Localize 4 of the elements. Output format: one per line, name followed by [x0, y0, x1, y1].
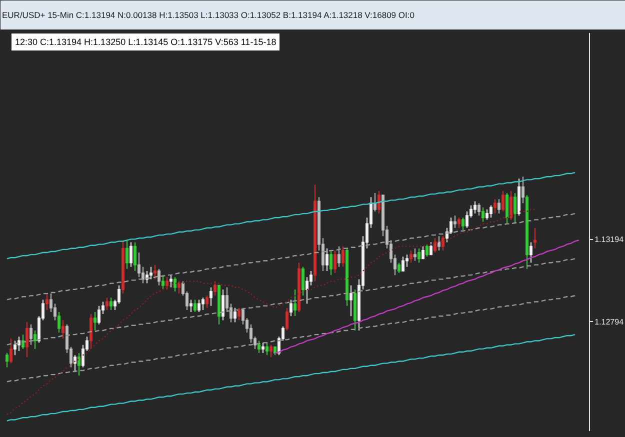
chart-title: EUR/USD+ 15-Min C:1.13194 N:0.00138 H:1.13503 L:1.13033 O:1.13052 B:1.13194 A:1.13218 V:16809 OI:0	[2, 10, 415, 20]
chart-subtitle: 12:30 C:1.13194 H:1.13250 L:1.13145 O:1.13175 V:563 11-15-18	[15, 37, 276, 47]
y-tick-label: 1.12794	[594, 317, 624, 326]
y-tick-label: 1.13194	[594, 235, 624, 244]
